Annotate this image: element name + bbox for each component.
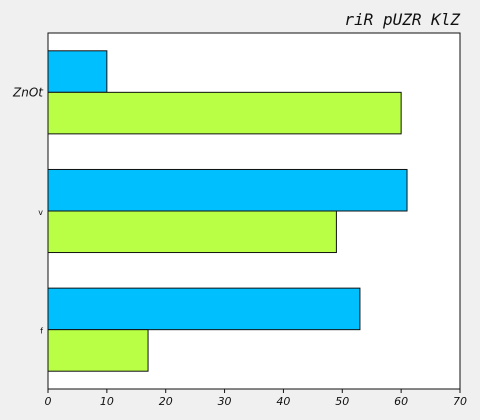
x-tick-label-0: 0 — [45, 395, 52, 408]
chart-title: riR pUZR KlZ — [344, 10, 460, 29]
x-tick-label-50: 50 — [335, 395, 349, 408]
x-tick-label-60: 60 — [394, 395, 408, 408]
x-tick-label-10: 10 — [100, 395, 114, 408]
bar-ZnOt-series-2 — [47, 91, 402, 135]
y-tick-label-ZnOt: ZnOt — [12, 85, 44, 99]
bar-f-series-1 — [47, 287, 361, 331]
y-tick-label-f: f — [40, 327, 43, 336]
bar-v-series-1 — [47, 168, 408, 212]
x-tick-label-70: 70 — [453, 395, 467, 408]
bars-group — [47, 50, 408, 372]
bar-v-series-2 — [47, 210, 337, 254]
y-axis-ticks: ZnOt v f — [12, 85, 44, 335]
x-axis-ticks: 0 10 20 30 40 50 60 70 — [45, 389, 467, 408]
x-tick-label-20: 20 — [159, 395, 173, 408]
bar-f-series-2 — [47, 329, 149, 372]
x-tick-label-30: 30 — [218, 395, 232, 408]
x-tick-label-40: 40 — [276, 395, 290, 408]
y-tick-label-v: v — [38, 208, 43, 217]
bar-ZnOt-series-1 — [47, 50, 108, 93]
